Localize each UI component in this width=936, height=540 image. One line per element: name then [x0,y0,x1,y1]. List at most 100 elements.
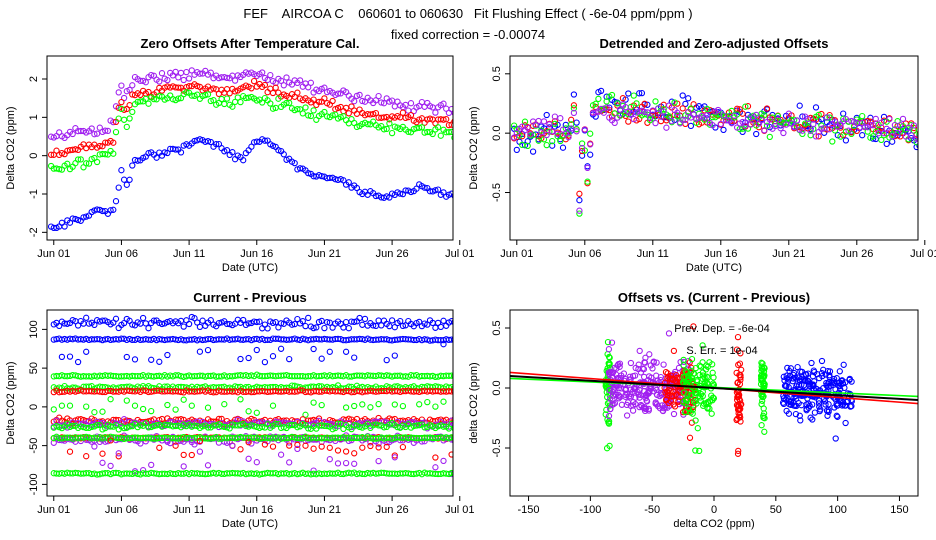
fit-annotation: Prev. Dep. = -6e-04 [674,323,769,335]
data-point [204,91,212,98]
panel-title: Offsets vs. (Current - Previous) [618,290,810,305]
data-point [294,315,301,323]
outlier-point [807,414,814,421]
data-point [69,215,76,222]
data-point [310,345,317,353]
data-point [337,113,344,121]
data-point [457,116,462,121]
data-point [763,105,771,112]
data-point [780,129,787,137]
data-point [207,97,214,105]
data-point [570,109,578,117]
plot-frame [46,309,454,497]
panel-title: Current - Previous [193,290,306,305]
data-point [618,401,626,408]
data-point [922,121,927,126]
data-point [818,110,825,118]
data-point [609,401,616,408]
data-point [783,372,790,379]
data-point [286,99,293,107]
data-point [886,115,893,123]
x-axis-label: Date (UTC) [222,518,278,530]
data-point [665,113,673,120]
data-point [180,451,187,459]
data-point [457,471,462,476]
data-point [834,413,841,420]
outlier-point [842,419,849,427]
data-point [666,375,673,383]
y-tick-label: 0.5 [491,66,503,81]
data-layer [47,67,462,232]
data-point [416,422,423,429]
data-point [709,113,716,121]
data-point [734,393,742,401]
data-point [191,315,198,322]
data-point [240,157,247,164]
data-point [326,456,333,463]
data-point [445,128,453,136]
data-point [102,139,109,146]
data-point [437,323,444,331]
data-point [269,443,277,450]
data-point [77,156,84,163]
data-point [164,149,171,157]
data-point [175,95,182,102]
data-point [840,361,847,368]
data-point [826,373,833,381]
x-tick-label: Jun 11 [637,248,669,260]
data-point [310,324,317,332]
data-point [310,445,317,452]
data-point [538,127,545,134]
data-point [416,124,423,131]
data-point [248,422,255,429]
data-point [123,397,130,404]
data-point [139,405,147,413]
data-point [383,443,390,451]
data-point [356,91,363,99]
data-point [391,401,398,408]
y-axis-label: delta CO2 (ppm) [468,362,480,443]
data-point [269,89,277,97]
data-point [204,462,212,469]
data-point [248,143,255,150]
data-point [380,424,388,431]
data-point [432,454,439,461]
data-point [440,100,447,107]
data-point [345,110,352,117]
data-point [131,356,139,363]
data-point [649,115,656,122]
data-point [164,401,171,409]
data-point [793,381,801,388]
data-point [529,131,537,138]
data-point [334,460,342,467]
data-point [226,90,233,97]
data-point [391,352,398,359]
data-point [869,135,877,142]
series-green [47,89,453,173]
data-point [407,100,415,107]
data-point [210,85,217,92]
data-point [83,403,90,410]
data-point [191,137,198,145]
x-tick-label: -100 [579,504,601,516]
data-point [305,314,312,322]
data-point [742,103,749,110]
outlier-point [686,434,694,441]
data-point [448,318,453,325]
data-point [66,402,74,409]
data-point [455,435,460,440]
data-point [922,128,927,133]
data-point [455,423,460,428]
data-point [80,214,87,221]
panel-p1: Jun 01 Jun 06 Jun 11 Jun 16 Jun 21 Jun 26 Jul … [5,36,474,274]
outlier-point [605,383,612,390]
data-point [210,97,217,104]
data-point [275,147,282,154]
data-point [704,105,711,113]
data-point [733,396,741,404]
x-tick-label: Jul 01 [445,248,474,260]
data-point [264,89,271,96]
data-point [196,348,204,355]
data-point [587,130,594,137]
data-point [823,114,831,121]
